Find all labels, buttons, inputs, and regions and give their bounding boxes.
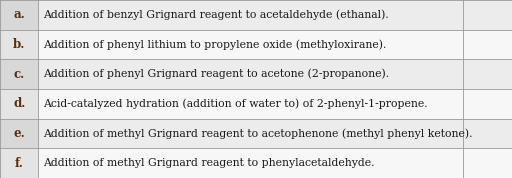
Bar bbox=[0, 0, 38, 30]
Text: Addition of phenyl lithium to propylene oxide (methyloxirane).: Addition of phenyl lithium to propylene … bbox=[44, 39, 387, 50]
Text: Addition of methyl Grignard reagent to acetophenone (methyl phenyl ketone).: Addition of methyl Grignard reagent to a… bbox=[44, 128, 473, 139]
Text: d.: d. bbox=[13, 97, 26, 110]
Text: a.: a. bbox=[13, 8, 25, 21]
Bar bbox=[463, 148, 512, 178]
Bar bbox=[463, 59, 512, 89]
Bar bbox=[463, 89, 512, 119]
Text: c.: c. bbox=[14, 68, 25, 81]
Text: b.: b. bbox=[13, 38, 26, 51]
Bar bbox=[38, 59, 463, 89]
Bar bbox=[0, 89, 38, 119]
Bar bbox=[38, 0, 463, 30]
Bar bbox=[463, 0, 512, 30]
Bar bbox=[38, 30, 463, 59]
Bar bbox=[463, 119, 512, 148]
Bar bbox=[463, 30, 512, 59]
Bar bbox=[0, 30, 38, 59]
Bar bbox=[0, 59, 38, 89]
Text: f.: f. bbox=[15, 157, 24, 170]
Text: Addition of methyl Grignard reagent to phenylacetaldehyde.: Addition of methyl Grignard reagent to p… bbox=[44, 158, 375, 168]
Bar bbox=[0, 148, 38, 178]
Bar bbox=[38, 89, 463, 119]
Bar bbox=[38, 148, 463, 178]
Bar bbox=[0, 119, 38, 148]
Bar bbox=[38, 119, 463, 148]
Text: Addition of phenyl Grignard reagent to acetone (2-propanone).: Addition of phenyl Grignard reagent to a… bbox=[44, 69, 390, 79]
Text: Addition of benzyl Grignard reagent to acetaldehyde (ethanal).: Addition of benzyl Grignard reagent to a… bbox=[44, 10, 389, 20]
Text: e.: e. bbox=[13, 127, 25, 140]
Text: Acid-catalyzed hydration (addition of water to) of 2-phenyl-1-propene.: Acid-catalyzed hydration (addition of wa… bbox=[44, 99, 428, 109]
